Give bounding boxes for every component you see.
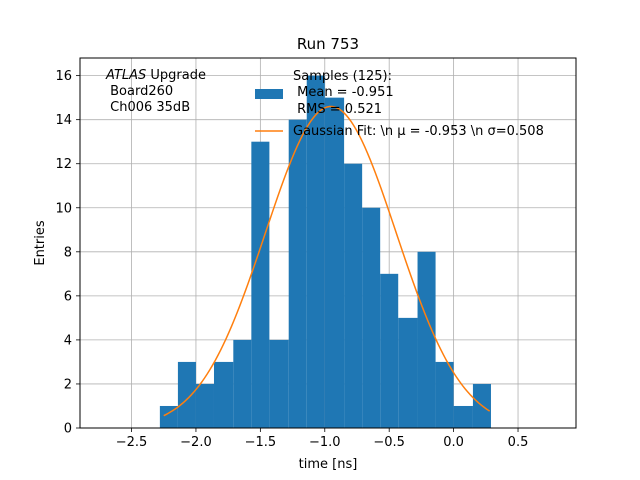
x-tick-label-0: −2.5 — [116, 435, 148, 450]
histogram-bar-11 — [362, 207, 381, 428]
y-tick-label-0: 0 — [64, 422, 72, 437]
histogram-bar-9 — [324, 97, 345, 429]
histogram-bar-6 — [269, 339, 289, 428]
histogram-bar-8 — [306, 75, 325, 428]
chart-title: Run 753 — [297, 35, 359, 53]
histogram-bar-5 — [251, 141, 270, 428]
annotation-line-1: ATLAS Upgrade — [105, 68, 206, 83]
histogram-bar-3 — [213, 361, 234, 428]
histogram-bar-7 — [288, 119, 307, 429]
histogram-bar-12 — [380, 273, 399, 428]
y-tick-label-1: 2 — [64, 377, 72, 392]
legend: Samples (125): Mean = -0.951 RMS = 0.521… — [255, 69, 544, 139]
legend-samples-line-3: RMS = 0.521 — [293, 102, 382, 117]
histogram-bar-16 — [453, 405, 473, 428]
legend-patch-samples — [255, 89, 283, 99]
histogram-bar-1 — [177, 361, 196, 428]
y-tick-label-5: 10 — [55, 201, 72, 216]
legend-samples-line-1: Samples (125): — [293, 69, 392, 84]
histogram-bar-15 — [435, 361, 454, 428]
atlas-annotation: ATLAS Upgrade Board260 Ch006 35dB — [105, 68, 206, 115]
x-tick-label-3: −1.0 — [309, 435, 341, 450]
histogram-bar-10 — [344, 163, 363, 428]
legend-fit-label: Gaussian Fit: \n μ = -0.953 \n σ=0.508 — [293, 124, 544, 139]
x-tick-label-5: 0.0 — [443, 435, 464, 450]
annotation-line-2: Board260 — [106, 84, 173, 99]
y-tick-label-2: 4 — [64, 333, 72, 348]
histogram-bar-2 — [195, 383, 214, 428]
x-axis-label: time [ns] — [299, 457, 358, 472]
legend-samples-line-2: Mean = -0.951 — [293, 85, 394, 100]
gaussian-fit-curve — [163, 105, 491, 417]
x-axis-ticks: −2.5 −2.0 −1.5 −1.0 −0.5 0.0 0.5 — [116, 428, 529, 450]
histogram-bar-0 — [159, 405, 178, 428]
histogram-bar-4 — [233, 339, 252, 428]
annotation-line-3: Ch006 35dB — [106, 100, 190, 115]
y-tick-label-4: 8 — [64, 245, 72, 260]
y-tick-label-3: 6 — [64, 289, 72, 304]
x-tick-label-2: −1.5 — [245, 435, 277, 450]
y-tick-label-7: 14 — [55, 113, 72, 128]
y-tick-label-6: 12 — [55, 157, 72, 172]
x-tick-label-6: 0.5 — [508, 435, 529, 450]
histogram-bars — [159, 75, 491, 429]
x-tick-label-4: −0.5 — [373, 435, 405, 450]
histogram-bar-13 — [398, 317, 418, 428]
y-axis-ticks: 0 2 4 6 8 10 12 14 16 — [55, 69, 80, 437]
histogram-bar-14 — [417, 251, 436, 428]
x-tick-label-1: −2.0 — [180, 435, 212, 450]
y-axis-label: Entries — [33, 220, 48, 266]
plot-frame — [79, 57, 577, 429]
y-tick-label-8: 16 — [55, 69, 72, 84]
